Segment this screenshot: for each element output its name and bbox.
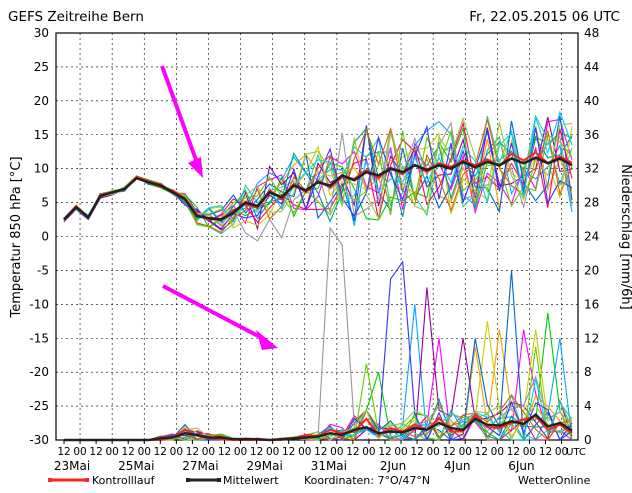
grid-lines (56, 32, 578, 441)
legend-control-marker-right (85, 478, 89, 482)
right-tick-label: 4 (584, 399, 592, 413)
right-tick-label: 48 (584, 26, 599, 40)
hour-tick-label: 00 (266, 446, 279, 458)
left-tick-label: -20 (29, 365, 49, 379)
hour-tick-label: 00 (138, 446, 151, 458)
hour-tick-label: 00 (362, 446, 375, 458)
precip-mean-line (64, 413, 573, 442)
date-label: 27Mai (182, 459, 218, 473)
precip-member-line (64, 321, 573, 442)
hour-tick-label: 12 (346, 446, 359, 458)
hour-tick-label: 12 (218, 446, 231, 458)
hour-tick-label: 00 (555, 446, 568, 458)
legend: Kontrolllauf Mittelwert Koordinaten: 7°O… (48, 474, 591, 487)
hour-tick-label: 12 (122, 446, 135, 458)
hour-tick-label: 12 (378, 446, 391, 458)
right-tick-label: 20 (584, 263, 599, 277)
hour-tick-label: 12 (410, 446, 423, 458)
utc-label: UTC (566, 447, 586, 458)
left-tick-label: 25 (34, 60, 49, 74)
y-axis-right-label: Niederschlag [mm/6h] (618, 164, 632, 309)
y-axis-left-label: Temperatur 850 hPa [°C] (9, 156, 24, 318)
chart-title: GEFS Zeitreihe Bern (8, 9, 144, 25)
hour-tick-label: 12 (154, 446, 167, 458)
right-tick-label: 16 (584, 297, 599, 311)
right-tick-label: 28 (584, 196, 599, 210)
date-label: 29Mai (246, 459, 282, 473)
left-tick-label: 5 (41, 196, 49, 210)
date-label: 25Mai (118, 459, 154, 473)
right-tick-label: 0 (584, 433, 592, 447)
legend-mean-marker-right (217, 478, 221, 482)
hour-tick-label: 12 (282, 446, 295, 458)
hour-tick-label: 00 (491, 446, 504, 458)
precip-member-line (64, 260, 573, 442)
left-tick-label: 20 (34, 94, 49, 108)
right-tick-label: 24 (584, 230, 599, 244)
hour-tick-label: 12 (507, 446, 520, 458)
hour-tick-label: 00 (73, 446, 86, 458)
hour-tick-label: 12 (89, 446, 102, 458)
right-tick-label: 36 (584, 128, 599, 142)
right-tick-label: 44 (584, 60, 599, 74)
annotation-arrows (160, 65, 278, 350)
temp-member-line (63, 119, 573, 234)
legend-mean-label: Mittelwert (223, 474, 279, 487)
annotation-arrow-temp-head (188, 157, 203, 178)
hour-tick-label: 12 (539, 446, 552, 458)
annotation-arrow-precip-shaft (162, 284, 263, 340)
brand-label: WetterOnline (518, 474, 591, 487)
date-label: 4Jun (444, 459, 470, 473)
left-tick-label: 30 (34, 26, 49, 40)
hour-tick-label: 00 (523, 446, 536, 458)
hour-tick-label: 00 (330, 446, 343, 458)
temp-mean-line (63, 156, 573, 221)
hour-tick-label: 00 (234, 446, 247, 458)
left-tick-label: -10 (29, 297, 49, 311)
hour-tick-label: 12 (475, 446, 488, 458)
date-label: 6Jun (508, 459, 534, 473)
date-label: 2Jun (380, 459, 406, 473)
left-tick-label: 10 (34, 162, 49, 176)
left-tick-label: -30 (29, 433, 49, 447)
left-tick-label: 15 (34, 128, 49, 142)
hour-tick-label: 00 (426, 446, 439, 458)
legend-control-marker-left (48, 478, 52, 482)
coordinates-label: Koordinaten: 7°O/47°N (304, 474, 430, 487)
right-tick-label: 32 (584, 162, 599, 176)
hour-tick-label: 12 (186, 446, 199, 458)
hour-tick-label: 00 (459, 446, 472, 458)
run-label: Fr, 22.05.2015 06 UTC (469, 9, 620, 25)
hour-tick-label: 00 (170, 446, 183, 458)
hour-tick-label: 12 (250, 446, 263, 458)
right-tick-label: 40 (584, 94, 599, 108)
left-tick-label: -5 (37, 263, 49, 277)
right-tick-label: 12 (584, 331, 599, 345)
right-tick-label: 8 (584, 365, 592, 379)
hour-tick-label: 00 (202, 446, 215, 458)
left-tick-label: 0 (41, 230, 49, 244)
legend-mean-marker-left (186, 478, 190, 482)
temp-member-line (63, 115, 573, 222)
hour-tick-label: 12 (443, 446, 456, 458)
hour-tick-label: 00 (105, 446, 118, 458)
left-tick-label: -15 (29, 331, 49, 345)
left-tick-label: -25 (29, 399, 49, 413)
x-axis-ticks: 12 00 12 00 12 00 12 00 12 00 12 00 12 00 12 00 12 00 12 00… (54, 440, 586, 473)
precipitation-series (64, 226, 573, 442)
precip-member-line (64, 287, 573, 441)
hour-tick-label: 12 (314, 446, 327, 458)
legend-control-label: Kontrolllauf (92, 474, 156, 487)
hour-tick-label: 00 (298, 446, 311, 458)
date-label: 31Mai (311, 459, 347, 473)
temperature-series (63, 110, 573, 242)
annotation-arrow-precip-head (256, 330, 278, 350)
annotation-arrow-temp-shaft (160, 65, 198, 161)
date-label: 23Mai (54, 459, 90, 473)
left-axis-ticks: 30 25 20 15 10 5 0 -5 -10 -15 -20 -25 -30 (29, 26, 49, 447)
hour-tick-label: 00 (394, 446, 407, 458)
hour-tick-label: 12 (57, 446, 70, 458)
